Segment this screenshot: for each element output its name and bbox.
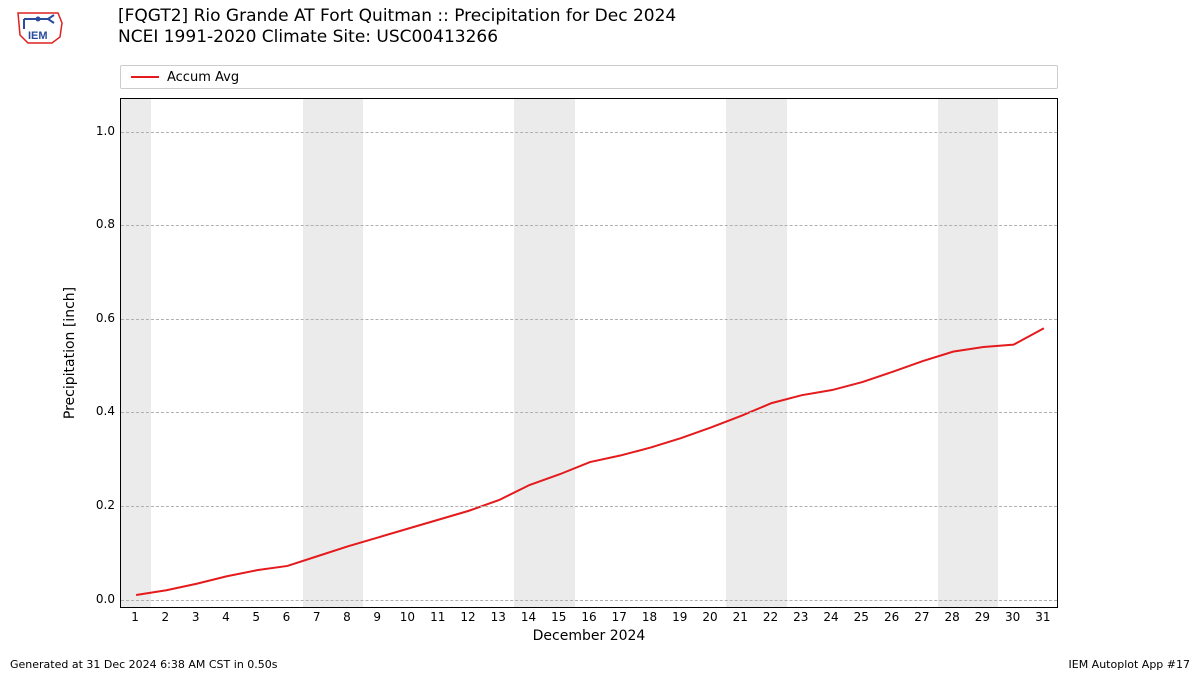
gridline-h	[121, 319, 1057, 320]
title-line1: [FQGT2] Rio Grande AT Fort Quitman :: Pr…	[118, 6, 676, 27]
xtick-label: 12	[460, 610, 475, 624]
xtick-label: 14	[521, 610, 536, 624]
ytick-label: 0.4	[65, 404, 115, 418]
xtick-label: 31	[1035, 610, 1050, 624]
xtick-label: 10	[400, 610, 415, 624]
xtick-label: 25	[854, 610, 869, 624]
plot-area	[120, 98, 1058, 608]
xtick-label: 8	[343, 610, 351, 624]
xtick-label: 29	[975, 610, 990, 624]
gridline-h	[121, 506, 1057, 507]
ytick-label: 0.8	[65, 217, 115, 231]
xtick-label: 9	[373, 610, 381, 624]
xtick-label: 30	[1005, 610, 1020, 624]
xtick-label: 1	[131, 610, 139, 624]
gridline-h	[121, 225, 1057, 226]
xtick-label: 6	[283, 610, 291, 624]
ytick-label: 0.2	[65, 498, 115, 512]
x-axis-label: December 2024	[120, 628, 1058, 644]
xtick-label: 22	[763, 610, 778, 624]
legend-swatch	[131, 76, 159, 78]
xtick-label: 18	[642, 610, 657, 624]
xtick-label: 19	[672, 610, 687, 624]
xtick-label: 27	[914, 610, 929, 624]
line-svg	[121, 99, 1058, 608]
legend: Accum Avg	[120, 65, 1058, 89]
footer-right: IEM Autoplot App #17	[1069, 658, 1191, 671]
gridline-h	[121, 132, 1057, 133]
xtick-label: 23	[793, 610, 808, 624]
ytick-label: 0.0	[65, 592, 115, 606]
xtick-label: 5	[252, 610, 260, 624]
xtick-label: 15	[551, 610, 566, 624]
xtick-label: 13	[491, 610, 506, 624]
xtick-label: 11	[430, 610, 445, 624]
footer-left: Generated at 31 Dec 2024 6:38 AM CST in …	[10, 658, 278, 671]
gridline-h	[121, 600, 1057, 601]
xtick-label: 16	[581, 610, 596, 624]
ytick-label: 0.6	[65, 311, 115, 325]
xtick-label: 24	[823, 610, 838, 624]
xtick-label: 3	[192, 610, 200, 624]
title-line2: NCEI 1991-2020 Climate Site: USC00413266	[118, 27, 676, 48]
xtick-label: 4	[222, 610, 230, 624]
xtick-label: 21	[733, 610, 748, 624]
xtick-label: 2	[162, 610, 170, 624]
ytick-label: 1.0	[65, 124, 115, 138]
xtick-label: 26	[884, 610, 899, 624]
xtick-label: 7	[313, 610, 321, 624]
xtick-label: 20	[702, 610, 717, 624]
chart-title: [FQGT2] Rio Grande AT Fort Quitman :: Pr…	[118, 6, 676, 49]
svg-text:IEM: IEM	[28, 30, 48, 42]
legend-label: Accum Avg	[167, 70, 239, 85]
gridline-h	[121, 412, 1057, 413]
iem-logo: IEM	[10, 5, 70, 50]
y-axis-label: Precipitation [inch]	[60, 98, 80, 608]
xtick-label: 28	[944, 610, 959, 624]
accum-avg-line	[136, 328, 1044, 595]
xtick-label: 17	[612, 610, 627, 624]
